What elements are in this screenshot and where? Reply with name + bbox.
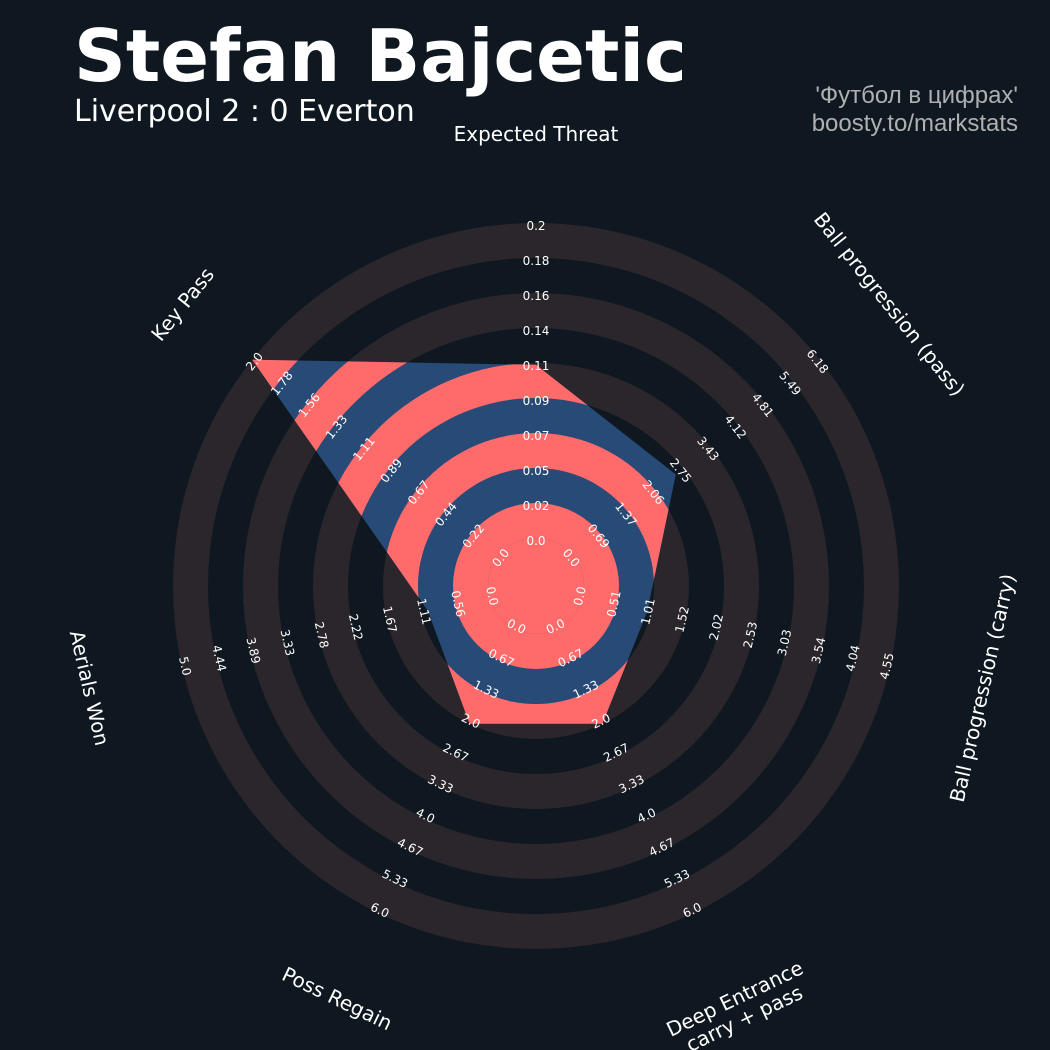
- tick-label: 0.02: [523, 499, 550, 513]
- parameter-label: Ball progression (pass): [809, 208, 970, 401]
- tick-label: 0.14: [523, 324, 550, 338]
- tick-label: 5.0: [176, 655, 194, 677]
- tick-label: 3.03: [775, 628, 795, 657]
- tick-label: 2.78: [312, 620, 332, 649]
- tick-label: 3.54: [809, 636, 829, 665]
- value-ring-band: [453, 503, 619, 669]
- tick-label: 1.11: [414, 597, 434, 626]
- tick-label: 0.18: [523, 254, 550, 268]
- player-name-title: Stefan Bajcetic: [74, 14, 687, 98]
- tick-label: 0.0: [483, 585, 501, 607]
- parameter-label: Expected Threat: [454, 122, 619, 146]
- tick-label: 2.53: [741, 620, 761, 649]
- parameter-label: Ball progression (carry): [945, 572, 1020, 805]
- credit-line-2: boosty.to/markstats: [811, 110, 1018, 137]
- tick-label: 0.05: [523, 464, 550, 478]
- tick-label: 0.16: [523, 289, 550, 303]
- tick-label: 3.33: [278, 628, 298, 657]
- tick-label: 0.0: [571, 585, 589, 607]
- tick-label: 4.44: [209, 644, 229, 673]
- parameter-label: Poss Regain: [278, 962, 396, 1035]
- tick-label: 0.11: [523, 359, 550, 373]
- tick-label: 0.56: [448, 589, 468, 618]
- credit-line-1: 'Футбол в цифрах': [815, 82, 1018, 109]
- tick-label: 1.67: [380, 605, 400, 634]
- parameter-label: Aerials Won: [65, 628, 115, 748]
- parameter-label: Key Pass: [146, 263, 219, 346]
- tick-label: 0.51: [604, 589, 624, 618]
- tick-label: 3.89: [244, 636, 264, 665]
- value-center: [488, 538, 584, 634]
- tick-label: 0.0: [526, 534, 545, 548]
- match-subtitle: Liverpool 2 : 0 Everton: [74, 94, 415, 129]
- value-shape: [252, 359, 676, 724]
- tick-label: 1.01: [638, 597, 658, 626]
- tick-label: 0.2: [526, 219, 545, 233]
- tick-label: 0.07: [523, 429, 550, 443]
- tick-label: 0.09: [523, 394, 550, 408]
- tick-label: 1.52: [672, 605, 692, 634]
- tick-label: 2.22: [346, 613, 366, 642]
- tick-labels: 0.0 0.02 0.05 0.07 0.09 0.11 0.14 0.16 0.18 0.2 0.…: [176, 219, 897, 921]
- parameter-label: Deep Entrancecarry + pass: [663, 956, 817, 1050]
- tick-label: 2.02: [707, 613, 727, 642]
- tick-label: 4.04: [843, 644, 863, 673]
- tick-label: 4.55: [877, 652, 897, 681]
